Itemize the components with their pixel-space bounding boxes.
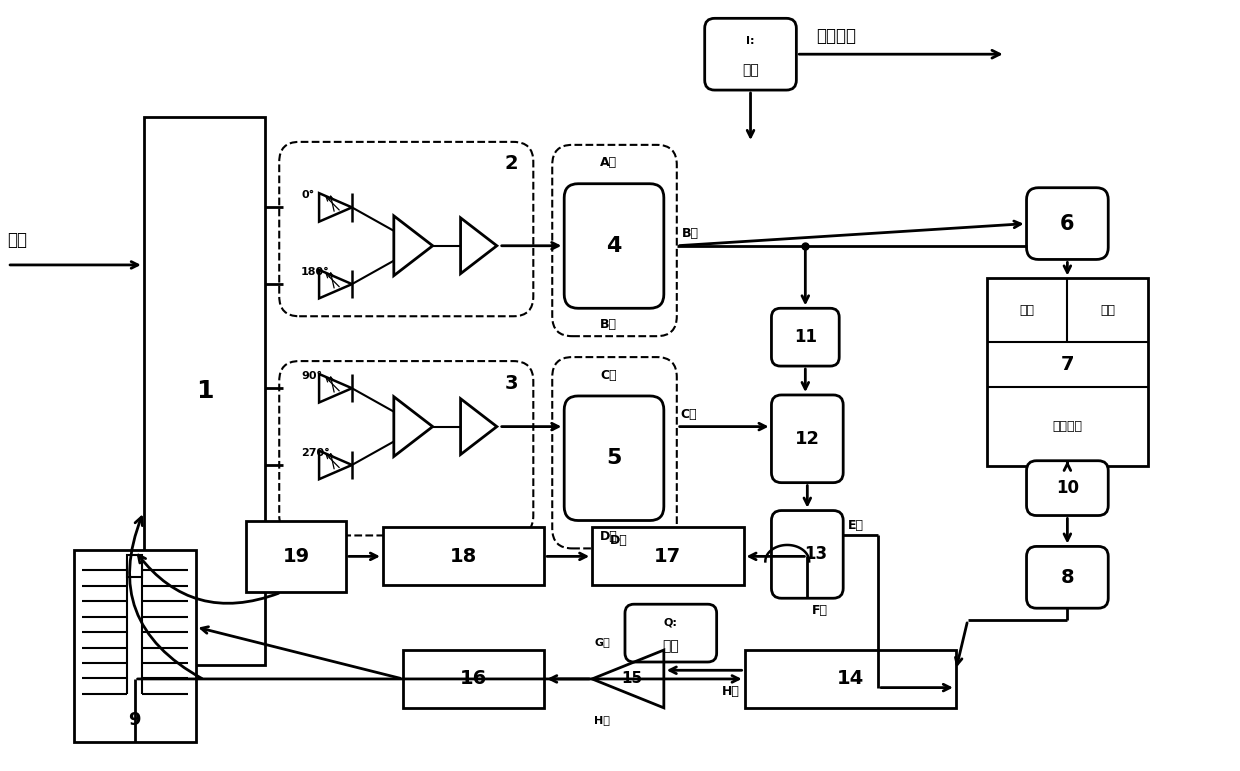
Text: A端: A端: [600, 157, 616, 170]
Text: H端: H端: [594, 715, 610, 725]
FancyBboxPatch shape: [564, 183, 663, 308]
Text: B端: B端: [600, 318, 616, 331]
Text: D端: D端: [609, 534, 627, 547]
Bar: [403, 650, 544, 708]
Text: H端: H端: [722, 685, 739, 699]
FancyBboxPatch shape: [1027, 187, 1109, 260]
FancyBboxPatch shape: [704, 19, 796, 90]
Text: 1: 1: [196, 379, 213, 403]
Text: 13: 13: [805, 545, 827, 564]
Text: 10: 10: [1056, 479, 1079, 497]
Text: 计数: 计数: [1019, 304, 1034, 317]
Text: 7: 7: [1060, 355, 1074, 374]
Text: 鉴频: 鉴频: [1100, 304, 1115, 317]
Text: E端: E端: [848, 519, 864, 532]
Text: 15: 15: [621, 672, 642, 686]
Text: 19: 19: [283, 547, 310, 566]
Text: 3: 3: [505, 373, 518, 392]
Text: 270°: 270°: [301, 448, 330, 458]
Text: 相噪: 相噪: [662, 639, 680, 653]
Text: 8: 8: [1060, 567, 1074, 587]
Text: 6: 6: [1060, 214, 1075, 234]
Bar: [987, 278, 1148, 466]
FancyBboxPatch shape: [625, 604, 717, 662]
Bar: [744, 650, 956, 708]
FancyBboxPatch shape: [1027, 461, 1109, 516]
Bar: [247, 520, 346, 592]
Bar: [144, 117, 265, 665]
Text: 14: 14: [837, 669, 864, 689]
FancyBboxPatch shape: [279, 142, 533, 316]
FancyBboxPatch shape: [564, 396, 663, 520]
FancyBboxPatch shape: [771, 308, 839, 366]
FancyBboxPatch shape: [552, 145, 677, 336]
Text: C端: C端: [681, 408, 697, 421]
Text: 环路控制: 环路控制: [1053, 420, 1083, 433]
Text: Q:: Q:: [663, 618, 678, 628]
Text: 2: 2: [505, 154, 518, 173]
Text: D端: D端: [599, 530, 618, 543]
Bar: [383, 527, 544, 585]
FancyBboxPatch shape: [771, 510, 843, 598]
Text: 180°: 180°: [301, 268, 330, 277]
Text: 17: 17: [655, 547, 682, 566]
Text: B端: B端: [682, 227, 699, 241]
Text: 12: 12: [795, 429, 820, 448]
Bar: [74, 550, 196, 742]
Bar: [593, 527, 744, 585]
Text: 16: 16: [460, 669, 487, 689]
Text: 18: 18: [450, 547, 477, 566]
Text: 11: 11: [794, 328, 817, 346]
Text: C端: C端: [600, 369, 616, 382]
Text: 90°: 90°: [301, 372, 322, 382]
FancyBboxPatch shape: [279, 361, 533, 535]
FancyBboxPatch shape: [771, 395, 843, 483]
Text: 数据恢复: 数据恢复: [816, 27, 857, 45]
Text: 数据: 数据: [743, 63, 759, 77]
Text: 0°: 0°: [301, 190, 315, 200]
Text: G端: G端: [594, 637, 610, 647]
FancyBboxPatch shape: [552, 357, 677, 548]
Text: 信号: 信号: [7, 231, 27, 249]
Text: 9: 9: [129, 711, 141, 729]
Text: 4: 4: [606, 236, 621, 256]
Text: 5: 5: [606, 448, 621, 468]
Bar: [128, 555, 143, 577]
FancyBboxPatch shape: [1027, 547, 1109, 608]
Text: I:: I:: [746, 36, 755, 46]
Text: F端: F端: [812, 604, 828, 617]
